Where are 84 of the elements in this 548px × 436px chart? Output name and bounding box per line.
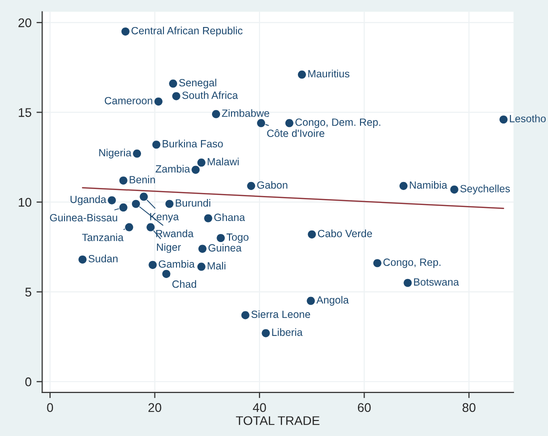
annotation: Namibia (410, 181, 448, 189)
annotation: Benin (130, 176, 155, 184)
annotation: Gambia (158, 260, 195, 268)
annotation: Burkina Faso (162, 140, 223, 148)
annotation: Guinea-Bissau (50, 214, 118, 222)
x-tick-label: 20 (148, 403, 162, 412)
annotation: Burundi (176, 199, 210, 207)
annotation: Niger (157, 243, 181, 253)
point (154, 97, 162, 106)
point (108, 196, 116, 204)
annotation: Mauritius (308, 70, 350, 78)
annotation: Ghana (214, 213, 246, 222)
y-tick-label: 10 (18, 198, 32, 207)
annotation: Senegal (179, 78, 216, 88)
y-tick-label: 20 (18, 18, 32, 28)
y-tick-label: 5 (25, 288, 32, 297)
annotation: Congo, Rep. (383, 258, 440, 268)
annotation: Nigeria (99, 148, 132, 158)
annotation: Mali (208, 262, 226, 270)
point (298, 70, 306, 79)
point (204, 214, 212, 222)
point (285, 119, 294, 128)
point (247, 182, 256, 190)
annotation: Uganda (70, 195, 106, 206)
annotation: Chad (172, 280, 196, 288)
point (308, 230, 316, 238)
point (140, 192, 148, 201)
annotation: Togo (226, 234, 248, 243)
point (404, 278, 412, 287)
point (499, 115, 508, 124)
point (257, 119, 266, 128)
point (212, 110, 220, 118)
point (450, 185, 458, 194)
annotation: Sudan (88, 254, 118, 262)
annotation: Rwanda (156, 230, 194, 238)
point (198, 244, 206, 253)
point (169, 80, 178, 88)
annotation: Gabon (257, 181, 288, 189)
point (172, 92, 180, 100)
annotation: Malawi (208, 158, 239, 166)
x-tick-label: 60 (358, 403, 371, 412)
annotation: South Africa (182, 91, 238, 99)
point (132, 200, 140, 208)
annotation: Lesotho (510, 114, 546, 122)
annotation: Tanzania (82, 233, 124, 242)
annotation: Zimbabwe (222, 109, 270, 117)
point (399, 182, 408, 190)
point (148, 260, 157, 269)
annotation: Seychelles (460, 184, 510, 194)
point (197, 262, 206, 271)
annotation: Botswana (414, 278, 459, 286)
point (132, 150, 142, 158)
point (119, 203, 128, 212)
annotation: Côte d'Ivoire (267, 129, 324, 137)
x-tick-label: 40 (252, 403, 266, 412)
point (78, 255, 87, 264)
x-tick-label: 80 (462, 403, 476, 412)
annotation: Sierra Leone (251, 310, 310, 318)
x-tick-label: 0 (47, 403, 54, 412)
point (306, 296, 315, 305)
annotation: Angola (316, 296, 349, 306)
x-axis-title: TOTAL TRADE (236, 416, 320, 426)
point (125, 223, 134, 232)
point (119, 176, 128, 185)
annotation: Liberia (272, 328, 303, 336)
y-tick-label: 0 (25, 377, 32, 386)
annotation: Cabo Verde (318, 230, 372, 238)
point (262, 329, 270, 338)
point (121, 27, 130, 36)
point (152, 140, 160, 149)
annotation: Congo, Dem. Rep. (295, 118, 380, 128)
annotation: Guinea (208, 244, 242, 252)
point (216, 234, 225, 242)
point (373, 259, 382, 268)
point (197, 158, 206, 167)
y-tick-label: 15 (18, 108, 32, 117)
point (146, 223, 155, 232)
point (165, 200, 174, 208)
point (192, 166, 200, 174)
annotation: Zambia (156, 164, 190, 173)
annotation: Central African Republic (132, 26, 242, 36)
annotation: Cameroon (104, 96, 152, 104)
point (241, 311, 250, 320)
point (162, 270, 170, 278)
